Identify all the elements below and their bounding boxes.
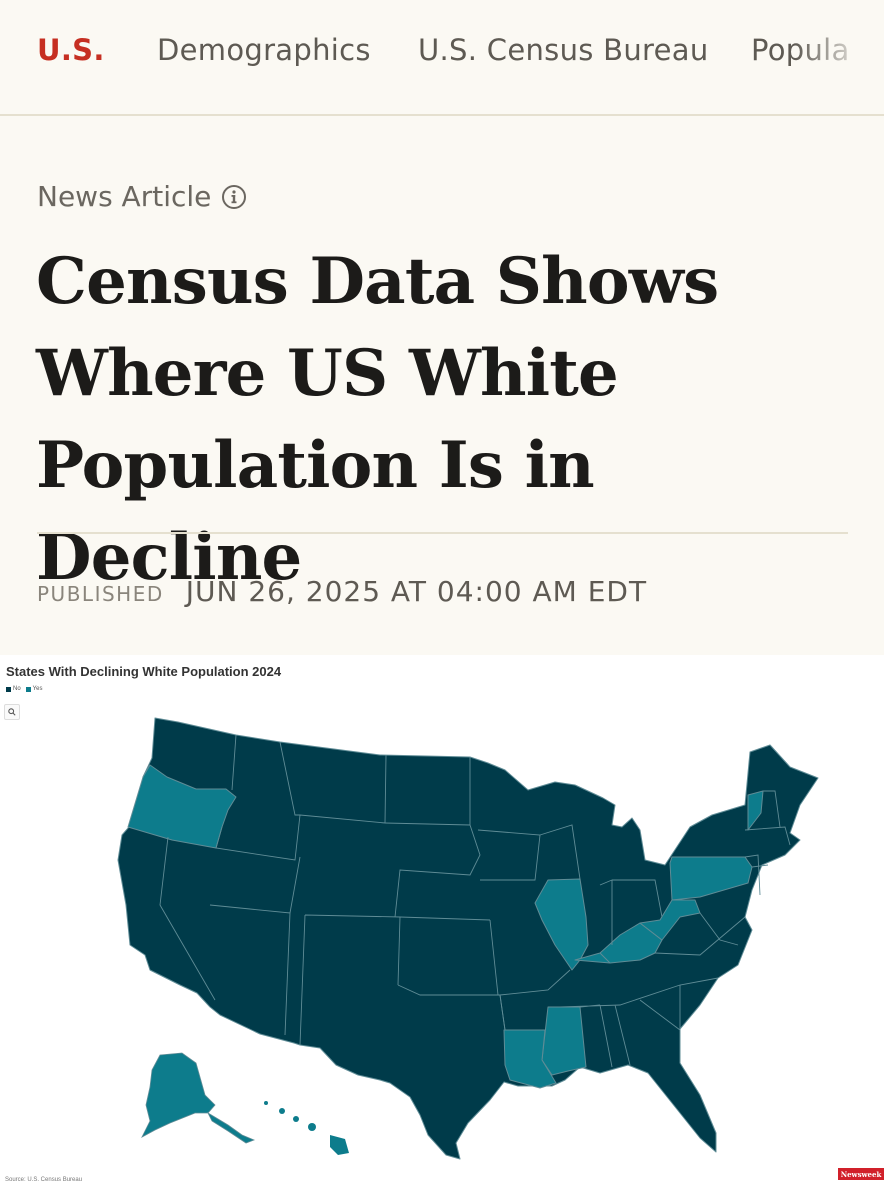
state-vermont (747, 790, 764, 831)
legend-item-no: No (6, 686, 21, 692)
legend-swatch-no (6, 686, 11, 692)
nav-link-census-bureau[interactable]: U.S. Census Bureau (418, 33, 709, 67)
state-borders (159, 734, 791, 1068)
headline-divider (37, 532, 848, 534)
map-title: States With Declining White Population 2… (6, 664, 282, 679)
published-label: PUBLISHED (37, 582, 164, 606)
topic-nav: U.S. Demographics U.S. Census Bureau Pop… (0, 0, 884, 116)
published-row: PUBLISHED JUN 26, 2025 AT 04:00 AM EDT (37, 575, 647, 608)
legend-item-yes: Yes (25, 686, 43, 692)
state-pennsylvania (669, 856, 753, 901)
state-louisiana (503, 1029, 557, 1089)
article-type-label: News Article (37, 180, 212, 213)
choropleth-map-figure: States With Declining White Population 2… (0, 655, 884, 1199)
info-icon[interactable] (221, 184, 247, 210)
map-search-button[interactable] (4, 704, 20, 720)
state-oregon (127, 764, 237, 849)
article-headline: Census Data Shows Where US White Populat… (36, 244, 719, 595)
alaska-panhandle (207, 1111, 256, 1144)
state-illinois (534, 878, 589, 971)
legend-label-yes: Yes (32, 686, 43, 692)
state-alaska (141, 1052, 216, 1138)
newsweek-logo: Newsweek (838, 1168, 884, 1180)
article-type-row: News Article (37, 180, 247, 213)
legend-swatch-yes (25, 686, 31, 692)
nav-link-population[interactable]: Popula (751, 33, 850, 67)
nav-link-demographics[interactable]: Demographics (157, 33, 371, 67)
map-source: Source: U.S. Census Bureau (5, 1177, 83, 1183)
legend-label-no: No (13, 686, 21, 692)
state-mississippi (541, 1006, 587, 1076)
state-hawaii (264, 1101, 349, 1155)
us-map (117, 717, 819, 1160)
search-icon (8, 708, 16, 716)
nav-link-us[interactable]: U.S. (37, 33, 105, 67)
state-west-virginia (639, 899, 701, 941)
contiguous-us-shape (117, 717, 819, 1160)
map-legend: No Yes (6, 686, 47, 692)
published-date: JUN 26, 2025 AT 04:00 AM EDT (185, 575, 648, 608)
